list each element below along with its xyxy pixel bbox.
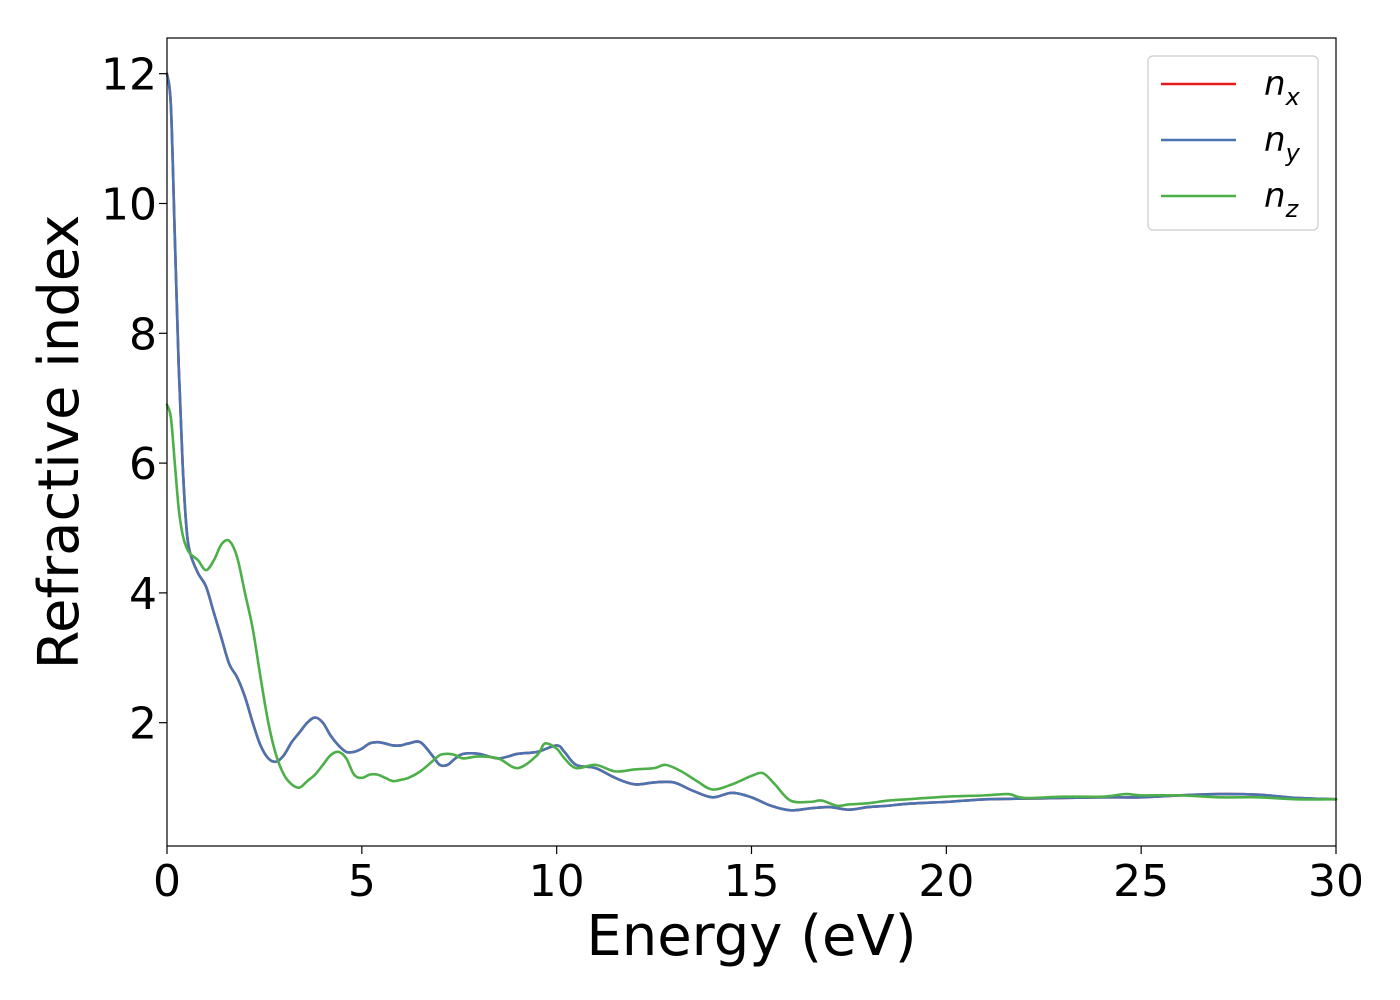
x-tick-label: 30	[1308, 856, 1364, 907]
y-tick-label: 2	[129, 699, 157, 750]
y-tick-label: 10	[101, 179, 157, 230]
legend-box	[1147, 55, 1319, 231]
x-tick-label: 5	[348, 856, 376, 907]
series-layer	[165, 72, 1338, 812]
series-line-z	[165, 403, 1338, 808]
y-tick-label: 12	[101, 50, 157, 101]
y-tick-label: 8	[129, 309, 157, 360]
legend-label-z: nz	[1264, 176, 1300, 223]
x-tick-label: 25	[1113, 856, 1169, 907]
x-tick-label: 20	[918, 856, 974, 907]
y-tick-label: 6	[129, 439, 157, 490]
legend-label-x: nx	[1264, 64, 1301, 111]
y-tick-label: 4	[129, 569, 157, 620]
series-line-y	[165, 72, 1338, 812]
legend-label-y: ny	[1264, 120, 1301, 167]
x-axis-ticks: 0 5 10 15 20 25 30	[153, 846, 1364, 907]
legend: nx ny nz	[1147, 55, 1319, 231]
x-tick-label: 0	[153, 856, 181, 907]
x-axis-title: Energy (eV)	[586, 904, 916, 969]
y-axis-ticks: 2 4 6 8 10 12	[101, 50, 167, 750]
x-tick-label: 10	[529, 856, 585, 907]
y-axis-title: Refractive index	[27, 215, 92, 670]
x-tick-label: 15	[724, 856, 780, 907]
